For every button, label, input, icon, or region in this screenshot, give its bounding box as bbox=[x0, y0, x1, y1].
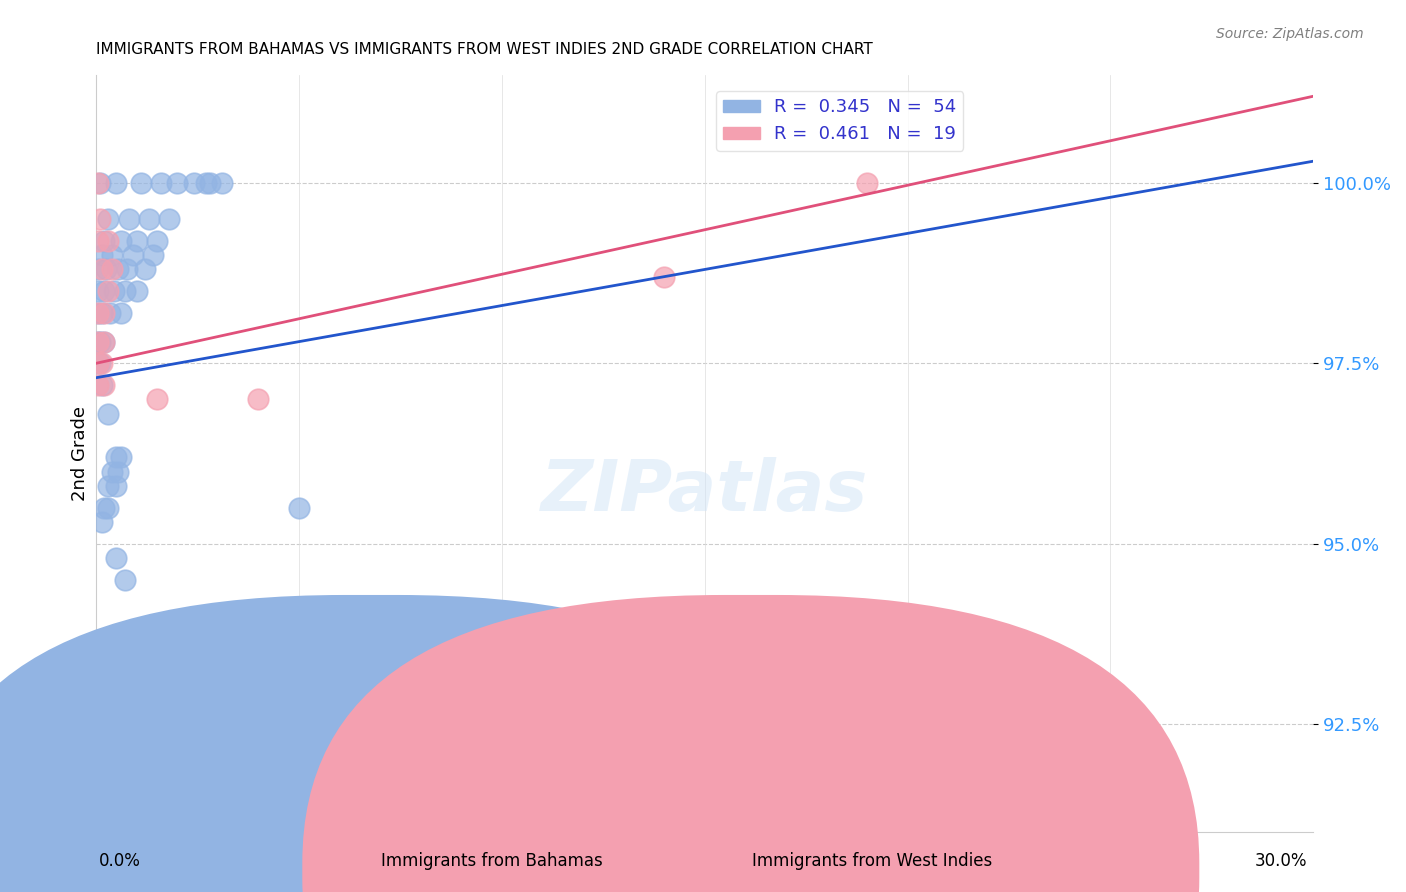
Point bbox=[105, 450, 128, 464]
Point bbox=[89, 211, 111, 226]
Point bbox=[194, 176, 217, 190]
Point bbox=[125, 284, 148, 298]
Point bbox=[87, 334, 110, 349]
Point bbox=[93, 378, 115, 392]
Point bbox=[93, 500, 115, 515]
Point bbox=[101, 262, 124, 277]
Point bbox=[247, 392, 270, 407]
Point bbox=[121, 248, 143, 262]
Point bbox=[101, 465, 124, 479]
Point bbox=[93, 334, 115, 349]
Point bbox=[105, 479, 128, 493]
Point bbox=[91, 248, 114, 262]
Point bbox=[183, 176, 205, 190]
Point bbox=[103, 284, 125, 298]
Point bbox=[87, 234, 110, 248]
Point bbox=[87, 306, 110, 320]
Point bbox=[198, 176, 221, 190]
Point bbox=[87, 356, 110, 370]
Point bbox=[89, 334, 111, 349]
Point bbox=[134, 262, 156, 277]
Point bbox=[652, 269, 675, 284]
Point bbox=[91, 262, 114, 277]
Point bbox=[91, 356, 114, 370]
Y-axis label: 2nd Grade: 2nd Grade bbox=[72, 406, 89, 501]
Point bbox=[93, 234, 115, 248]
Text: ZIPatlas: ZIPatlas bbox=[541, 457, 869, 526]
Point bbox=[157, 211, 180, 226]
Point bbox=[100, 306, 122, 320]
Point bbox=[211, 176, 233, 190]
Point bbox=[856, 176, 879, 190]
Legend: R =  0.345   N =  54, R =  0.461   N =  19: R = 0.345 N = 54, R = 0.461 N = 19 bbox=[716, 91, 963, 151]
Point bbox=[97, 234, 120, 248]
Point bbox=[93, 306, 115, 320]
Point bbox=[87, 378, 110, 392]
Point bbox=[105, 176, 128, 190]
Point bbox=[166, 176, 188, 190]
Point bbox=[93, 334, 115, 349]
Point bbox=[97, 284, 120, 298]
Point bbox=[114, 573, 136, 587]
Point bbox=[87, 334, 110, 349]
Point bbox=[91, 515, 114, 529]
Point bbox=[87, 262, 110, 277]
Point bbox=[96, 262, 118, 277]
Text: 0.0%: 0.0% bbox=[98, 852, 141, 870]
Point bbox=[107, 465, 129, 479]
Point bbox=[91, 306, 114, 320]
Point bbox=[87, 284, 110, 298]
Point bbox=[93, 284, 115, 298]
Text: Immigrants from West Indies: Immigrants from West Indies bbox=[752, 852, 991, 870]
Point bbox=[146, 234, 169, 248]
Point bbox=[87, 356, 110, 370]
Point bbox=[146, 392, 169, 407]
Point bbox=[117, 211, 139, 226]
Point bbox=[115, 262, 138, 277]
Point bbox=[105, 551, 128, 566]
Text: Source: ZipAtlas.com: Source: ZipAtlas.com bbox=[1216, 27, 1364, 41]
Point bbox=[150, 176, 173, 190]
Point bbox=[110, 306, 132, 320]
Point bbox=[101, 248, 124, 262]
Text: IMMIGRANTS FROM BAHAMAS VS IMMIGRANTS FROM WEST INDIES 2ND GRADE CORRELATION CHA: IMMIGRANTS FROM BAHAMAS VS IMMIGRANTS FR… bbox=[96, 42, 873, 57]
Point bbox=[89, 176, 111, 190]
Point bbox=[129, 176, 152, 190]
Point bbox=[89, 356, 111, 370]
Point bbox=[97, 407, 120, 421]
Point bbox=[114, 284, 136, 298]
Text: 30.0%: 30.0% bbox=[1256, 852, 1308, 870]
Point bbox=[97, 479, 120, 493]
Point bbox=[125, 234, 148, 248]
Point bbox=[107, 262, 129, 277]
Point bbox=[110, 234, 132, 248]
Point bbox=[91, 378, 114, 392]
Point bbox=[87, 176, 110, 190]
Point bbox=[288, 500, 311, 515]
Point bbox=[110, 450, 132, 464]
Point bbox=[142, 248, 165, 262]
Text: Immigrants from Bahamas: Immigrants from Bahamas bbox=[381, 852, 603, 870]
Point bbox=[138, 211, 160, 226]
Point bbox=[87, 306, 110, 320]
Point bbox=[97, 211, 120, 226]
Point bbox=[97, 500, 120, 515]
